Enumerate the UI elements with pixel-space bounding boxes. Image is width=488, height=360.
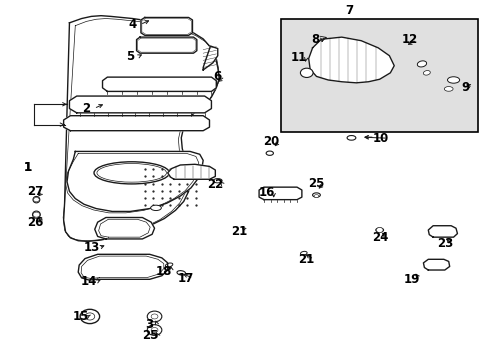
Polygon shape <box>102 77 216 91</box>
Text: 25: 25 <box>142 329 159 342</box>
Polygon shape <box>136 37 197 53</box>
Polygon shape <box>259 187 301 200</box>
Polygon shape <box>141 18 192 35</box>
Polygon shape <box>63 116 209 131</box>
Text: 16: 16 <box>258 186 274 199</box>
Text: 12: 12 <box>401 33 417 46</box>
Text: 17: 17 <box>178 272 194 285</box>
Text: 8: 8 <box>310 33 319 46</box>
Polygon shape <box>423 259 449 270</box>
Text: 24: 24 <box>372 231 388 244</box>
Ellipse shape <box>423 71 429 75</box>
Polygon shape <box>427 226 457 237</box>
Ellipse shape <box>313 195 318 198</box>
Text: 4: 4 <box>128 18 137 31</box>
Text: 18: 18 <box>156 265 172 278</box>
Text: 20: 20 <box>263 135 279 148</box>
Polygon shape <box>203 46 217 70</box>
Ellipse shape <box>346 135 355 140</box>
Circle shape <box>375 228 382 233</box>
Ellipse shape <box>265 151 273 156</box>
Text: 6: 6 <box>213 70 222 83</box>
Ellipse shape <box>300 251 306 255</box>
Text: 26: 26 <box>27 216 43 229</box>
Ellipse shape <box>165 263 172 267</box>
Text: 14: 14 <box>81 275 97 288</box>
Circle shape <box>147 325 162 336</box>
Polygon shape <box>95 217 154 239</box>
Text: 1: 1 <box>24 161 32 174</box>
Text: 15: 15 <box>72 310 89 323</box>
Text: 11: 11 <box>290 51 306 64</box>
Ellipse shape <box>416 61 426 67</box>
Bar <box>281 19 477 132</box>
Polygon shape <box>308 37 393 83</box>
Circle shape <box>151 314 158 319</box>
Text: 2: 2 <box>82 102 90 115</box>
Text: 3: 3 <box>145 318 153 331</box>
Ellipse shape <box>447 77 459 83</box>
Text: 21: 21 <box>298 253 314 266</box>
Text: 9: 9 <box>461 81 469 94</box>
Ellipse shape <box>444 87 452 91</box>
Text: 13: 13 <box>83 241 99 255</box>
Text: 25: 25 <box>307 177 324 190</box>
Text: 5: 5 <box>126 50 134 63</box>
Ellipse shape <box>32 211 40 218</box>
Ellipse shape <box>33 197 40 203</box>
Text: 1: 1 <box>24 161 32 174</box>
Text: 22: 22 <box>207 178 223 191</box>
Text: 19: 19 <box>403 273 420 286</box>
Ellipse shape <box>150 205 161 211</box>
Ellipse shape <box>312 193 320 197</box>
Polygon shape <box>167 164 215 179</box>
Circle shape <box>147 311 162 322</box>
Ellipse shape <box>375 228 383 232</box>
Circle shape <box>151 328 158 333</box>
Text: 10: 10 <box>372 132 388 145</box>
Circle shape <box>33 212 40 217</box>
Ellipse shape <box>213 179 222 183</box>
Polygon shape <box>78 254 167 280</box>
Circle shape <box>33 198 39 202</box>
Text: 27: 27 <box>27 185 43 198</box>
Circle shape <box>85 313 95 320</box>
Text: 7: 7 <box>344 4 352 17</box>
Text: 23: 23 <box>436 237 452 250</box>
Polygon shape <box>69 96 211 113</box>
Polygon shape <box>63 16 219 242</box>
Ellipse shape <box>94 162 169 184</box>
Text: 21: 21 <box>231 225 247 238</box>
Circle shape <box>80 309 100 324</box>
Circle shape <box>300 68 312 77</box>
Ellipse shape <box>177 271 185 275</box>
Polygon shape <box>67 152 203 211</box>
